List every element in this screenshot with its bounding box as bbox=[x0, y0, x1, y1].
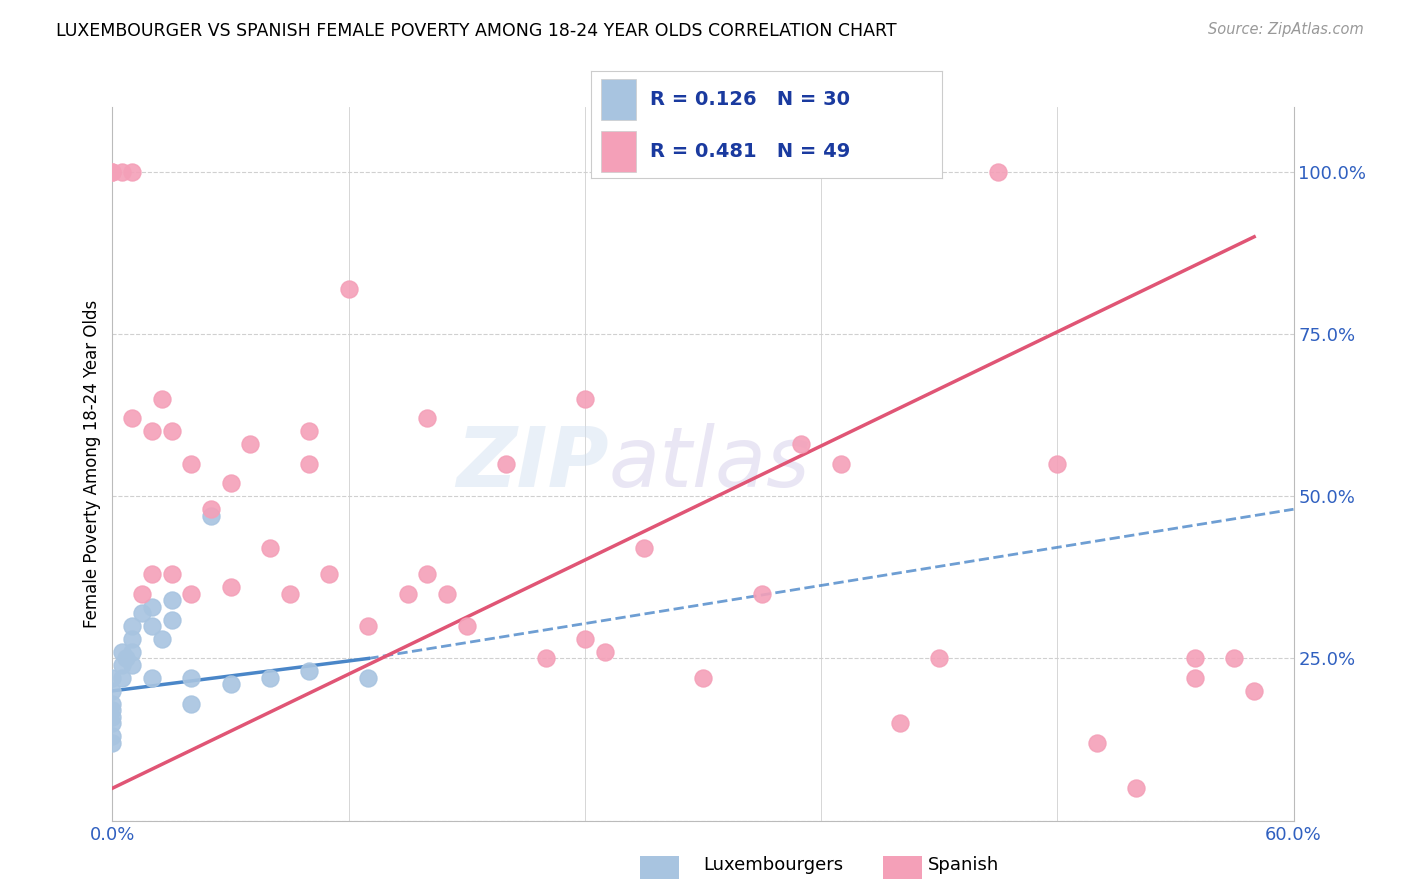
Point bbox=[751, 586, 773, 600]
Point bbox=[357, 619, 380, 633]
Point bbox=[150, 392, 173, 406]
Point bbox=[101, 736, 124, 750]
Point bbox=[131, 606, 153, 620]
Point bbox=[200, 508, 222, 523]
FancyBboxPatch shape bbox=[602, 131, 636, 172]
Point bbox=[101, 165, 124, 179]
Point bbox=[150, 632, 173, 646]
Point bbox=[160, 567, 183, 582]
Point bbox=[357, 671, 380, 685]
Point bbox=[1184, 671, 1206, 685]
Point bbox=[987, 165, 1010, 179]
Text: Spanish: Spanish bbox=[928, 856, 1000, 874]
Point bbox=[160, 593, 183, 607]
Text: atlas: atlas bbox=[609, 424, 810, 504]
Point bbox=[101, 165, 124, 179]
Point bbox=[101, 729, 124, 743]
Point bbox=[101, 710, 124, 724]
Point bbox=[456, 619, 478, 633]
Point bbox=[633, 541, 655, 556]
Point bbox=[101, 671, 124, 685]
Point bbox=[121, 411, 143, 425]
Point bbox=[436, 586, 458, 600]
Text: Source: ZipAtlas.com: Source: ZipAtlas.com bbox=[1208, 22, 1364, 37]
Text: R = 0.126   N = 30: R = 0.126 N = 30 bbox=[650, 90, 851, 109]
Point bbox=[180, 697, 202, 711]
Point bbox=[239, 437, 262, 451]
Point bbox=[574, 392, 596, 406]
Point bbox=[416, 567, 439, 582]
Point bbox=[298, 665, 321, 679]
Point bbox=[889, 716, 911, 731]
Point bbox=[790, 437, 813, 451]
Point bbox=[1184, 651, 1206, 665]
Point bbox=[101, 697, 124, 711]
Point bbox=[259, 541, 281, 556]
Point bbox=[111, 645, 134, 659]
Y-axis label: Female Poverty Among 18-24 Year Olds: Female Poverty Among 18-24 Year Olds bbox=[83, 300, 101, 628]
Point bbox=[298, 425, 321, 439]
Point bbox=[692, 671, 714, 685]
FancyBboxPatch shape bbox=[602, 78, 636, 120]
Point bbox=[141, 671, 163, 685]
Point bbox=[593, 645, 616, 659]
Point bbox=[180, 671, 202, 685]
Point bbox=[111, 671, 134, 685]
Point bbox=[160, 425, 183, 439]
Point bbox=[219, 580, 242, 594]
Point bbox=[111, 657, 134, 672]
Point bbox=[121, 632, 143, 646]
Point bbox=[121, 657, 143, 672]
Point bbox=[416, 411, 439, 425]
Text: ZIP: ZIP bbox=[456, 424, 609, 504]
Point bbox=[141, 619, 163, 633]
Point bbox=[1125, 781, 1147, 796]
Point bbox=[830, 457, 852, 471]
Point bbox=[1243, 684, 1265, 698]
Point bbox=[337, 282, 360, 296]
Point bbox=[534, 651, 557, 665]
Point bbox=[396, 586, 419, 600]
Point bbox=[111, 165, 134, 179]
Text: Luxembourgers: Luxembourgers bbox=[703, 856, 844, 874]
Point bbox=[141, 425, 163, 439]
Text: LUXEMBOURGER VS SPANISH FEMALE POVERTY AMONG 18-24 YEAR OLDS CORRELATION CHART: LUXEMBOURGER VS SPANISH FEMALE POVERTY A… bbox=[56, 22, 897, 40]
Point bbox=[115, 651, 138, 665]
Point bbox=[121, 645, 143, 659]
Point bbox=[160, 613, 183, 627]
Point bbox=[219, 476, 242, 491]
Point bbox=[200, 502, 222, 516]
Point bbox=[180, 586, 202, 600]
Point bbox=[259, 671, 281, 685]
Point bbox=[101, 703, 124, 717]
Point bbox=[219, 677, 242, 691]
Text: R = 0.481   N = 49: R = 0.481 N = 49 bbox=[650, 142, 851, 161]
Point bbox=[278, 586, 301, 600]
Point bbox=[121, 619, 143, 633]
Point bbox=[101, 684, 124, 698]
Point bbox=[121, 165, 143, 179]
Point bbox=[495, 457, 517, 471]
Point bbox=[298, 457, 321, 471]
Point bbox=[1223, 651, 1246, 665]
Point bbox=[101, 716, 124, 731]
Point bbox=[180, 457, 202, 471]
Point bbox=[928, 651, 950, 665]
Point bbox=[1046, 457, 1069, 471]
Point bbox=[141, 599, 163, 614]
Point bbox=[574, 632, 596, 646]
Point bbox=[141, 567, 163, 582]
Point bbox=[1085, 736, 1108, 750]
Point bbox=[131, 586, 153, 600]
Point bbox=[318, 567, 340, 582]
